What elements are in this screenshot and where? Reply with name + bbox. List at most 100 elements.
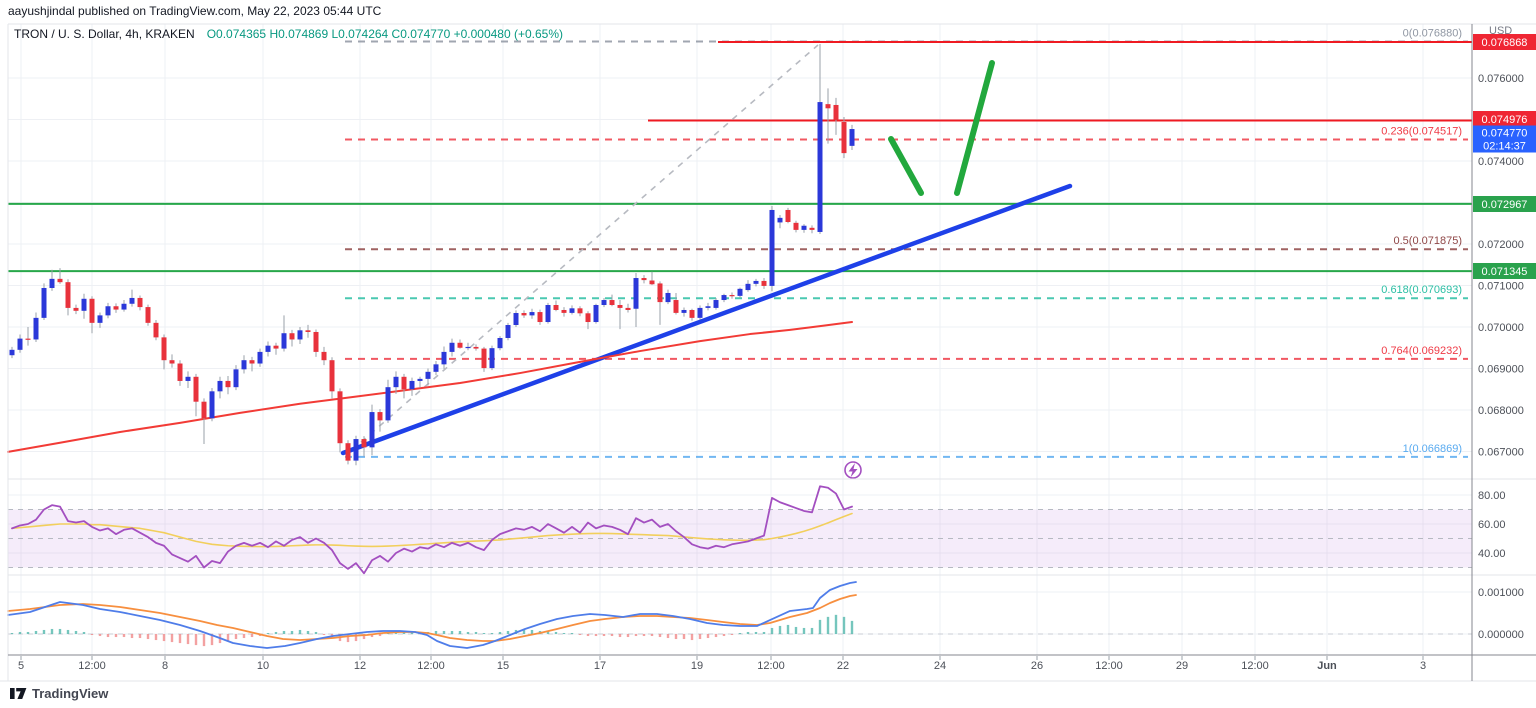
time-tick-label: Jun: [1317, 660, 1337, 672]
macd-histogram-bar: [346, 634, 350, 643]
candle-up: [545, 305, 551, 323]
macd-histogram-bar: [682, 634, 686, 640]
macd-histogram-bar: [802, 627, 806, 634]
candle-up: [33, 317, 39, 340]
macd-histogram-bar: [634, 634, 638, 637]
candle-up: [529, 312, 535, 316]
macd-histogram-bar: [250, 634, 254, 638]
price-badge-label: 0.076868: [1482, 37, 1528, 49]
candle-up: [425, 371, 431, 379]
time-tick-label: 22: [837, 660, 849, 672]
price-badge: [1473, 34, 1536, 50]
fib-level-label: 0.764(0.069232): [1381, 345, 1462, 357]
candle-up: [121, 303, 127, 310]
candle-up: [737, 288, 743, 296]
candle-down: [193, 376, 199, 402]
axis-tick-label: 80.00: [1478, 490, 1506, 502]
macd-histogram-bar: [298, 629, 302, 634]
candle-down: [169, 360, 175, 364]
macd-histogram-bar: [626, 634, 630, 638]
candle-down: [137, 297, 143, 308]
macd-histogram-bar: [826, 616, 830, 634]
time-axis-background[interactable]: [0, 656, 1536, 681]
candle-down: [617, 305, 623, 308]
macd-histogram-bar: [146, 634, 150, 640]
candle-down: [313, 331, 319, 352]
macd-histogram-bar: [226, 634, 230, 642]
candle-down: [809, 227, 815, 230]
gray-dashed-trendline[interactable]: [351, 44, 819, 451]
candle-down: [481, 348, 487, 369]
candle-up: [489, 348, 495, 369]
axis-tick-label: 0.001000: [1478, 587, 1524, 599]
macd-histogram-bar: [722, 634, 726, 637]
candle-down: [689, 309, 695, 318]
macd-histogram-bar: [234, 634, 238, 640]
macd-histogram-bar: [618, 634, 622, 638]
publish-watermark: aayushjindal published on TradingView.co…: [8, 4, 382, 18]
candle-down: [57, 278, 63, 283]
candle-down: [377, 412, 383, 421]
macd-histogram-bar: [506, 630, 510, 634]
red-moving-average: [7, 321, 853, 453]
candle-down: [577, 308, 583, 314]
candle-up: [209, 391, 215, 419]
price-scale[interactable]: USD 0.0760000.0740000.0720000.0710000.07…: [1473, 25, 1536, 641]
green-checkmark-stroke[interactable]: [888, 136, 924, 196]
macd-histogram-bar: [282, 630, 286, 634]
macd-histogram-bar: [130, 634, 134, 639]
time-tick-label: 29: [1176, 660, 1188, 672]
macd-histogram-bar: [738, 632, 742, 634]
tradingview-logo-text[interactable]: TradingView: [32, 686, 109, 701]
macd-histogram-bar: [458, 630, 462, 634]
candle-down: [625, 307, 631, 310]
countdown-label: 02:14:37: [1483, 141, 1526, 153]
support-resistance-lines[interactable]: [8, 40, 1472, 273]
candle-up: [129, 297, 135, 304]
fib-level-label: 0(0.076880): [1403, 27, 1462, 39]
candle-up: [297, 330, 303, 340]
time-scale[interactable]: 5 12:00 8 10 12 12:00 15 17 19 12:00 22 24 26 12:00 29…: [18, 656, 1426, 672]
macd-histogram-bar: [410, 631, 414, 634]
fibonacci-retracement[interactable]: 0(0.076880) 0.236(0.074517) 0.5(0.071875) 0…: [345, 27, 1468, 458]
macd-histogram-bar: [474, 631, 478, 634]
green-checkmark-stroke[interactable]: [954, 60, 995, 196]
candle-down: [89, 298, 95, 323]
macd-histogram-bar: [106, 634, 110, 638]
candle-down: [793, 222, 799, 230]
candle-down: [201, 401, 207, 419]
macd-histogram-bar: [242, 634, 246, 639]
candle-up: [233, 369, 239, 388]
macd-histogram-bar: [290, 630, 294, 634]
macd-histogram-bar: [786, 624, 790, 634]
candle-up: [257, 351, 263, 364]
macd-histogram-bar: [466, 631, 470, 634]
time-tick-label: 12:00: [1241, 660, 1269, 672]
symbol-title[interactable]: TRON / U. S. Dollar, 4h, KRAKEN: [14, 27, 195, 41]
macd-histogram-bar: [18, 631, 22, 634]
macd-histogram-bar: [810, 627, 814, 634]
macd-histogram-bar: [674, 634, 678, 640]
blue-trendline[interactable]: [340, 183, 1073, 456]
macd-histogram-bar: [586, 634, 590, 637]
axis-tick-label: 0.071000: [1478, 281, 1524, 293]
time-tick-label: 10: [257, 660, 269, 672]
axis-tick-label: 60.00: [1478, 519, 1506, 531]
candle-up: [753, 280, 759, 284]
macd-histogram-bar: [170, 634, 174, 643]
candle-down: [177, 363, 183, 381]
ohlc-values: O0.074365 H0.074869 L0.074264 C0.074770 …: [206, 27, 564, 41]
macd-line: [7, 581, 857, 649]
price-badge-label: 0.071345: [1482, 266, 1528, 278]
price-badge: [1473, 125, 1536, 153]
macd-histogram-bar: [74, 630, 78, 634]
chart-legend[interactable]: TRON / U. S. Dollar, 4h, KRAKEN O0.074365…: [14, 27, 563, 41]
candle-up: [745, 283, 751, 291]
macd-histogram-bar: [450, 630, 454, 634]
tradingview-logo-icon[interactable]: [10, 686, 27, 701]
candle-down: [473, 346, 479, 349]
trendline-drawings[interactable]: [340, 44, 1073, 456]
footer-branding[interactable]: TradingView: [10, 686, 108, 701]
candle-up: [185, 376, 191, 381]
